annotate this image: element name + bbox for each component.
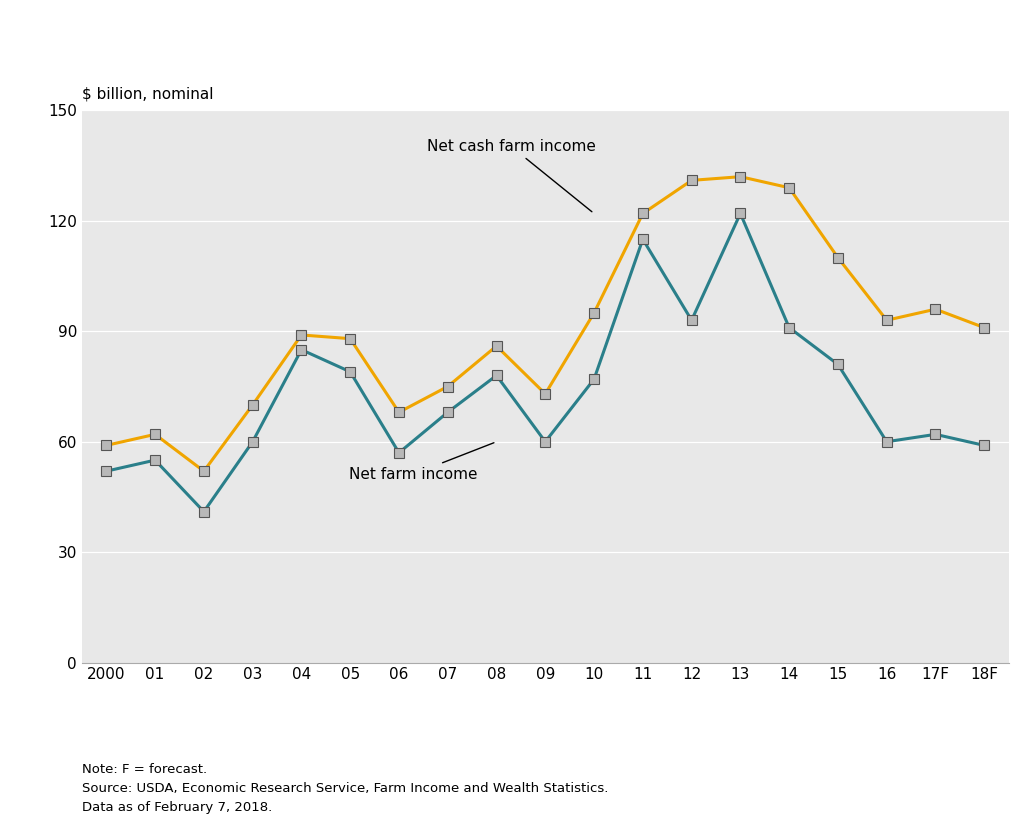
Text: Net farm income and net cash farm income, 2000-18F: Net farm income and net cash farm income… — [12, 35, 731, 59]
Text: Note: F = forecast.
Source: USDA, Economic Research Service, Farm Income and Wea: Note: F = forecast. Source: USDA, Econom… — [82, 763, 608, 814]
Text: Net cash farm income: Net cash farm income — [427, 139, 596, 212]
Text: Net farm income: Net farm income — [349, 443, 494, 482]
Text: $ billion, nominal: $ billion, nominal — [82, 87, 213, 101]
